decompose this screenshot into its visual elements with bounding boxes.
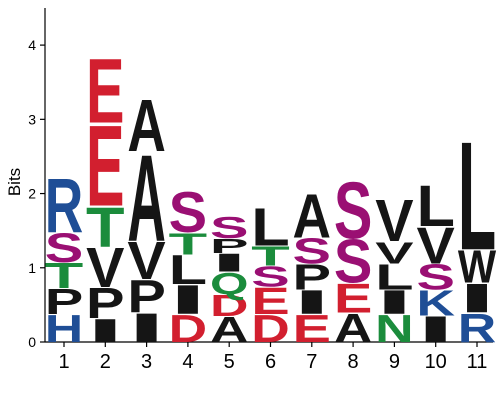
logo-letter-t: T [169, 226, 208, 261]
logo-letter-s: S [45, 225, 83, 271]
logo-letter-w: W [458, 242, 497, 293]
logo-letter-h: H [45, 307, 83, 351]
x-tick-label: 2 [100, 351, 111, 373]
x-tick-label: 6 [265, 351, 276, 373]
logo-letter-r: R [458, 306, 496, 352]
logo-letter-e: E [293, 307, 332, 351]
logo-letter-l: L [458, 110, 496, 283]
logo-letter-l: L [251, 198, 289, 258]
logo-letter-e: E [86, 41, 124, 143]
logo-letter-p: P [293, 257, 332, 297]
logo-letter-p: P [210, 235, 248, 258]
logo-letter-a: A [293, 183, 331, 252]
logo-letter-p: P [86, 279, 124, 327]
logo-letter-l: L [375, 257, 413, 297]
x-tick-label: 7 [306, 351, 317, 373]
x-tick-label: 4 [182, 351, 193, 373]
x-tick-label: 5 [224, 351, 235, 373]
x-tick-label: 10 [425, 351, 447, 373]
logo-letter-s: S [334, 166, 372, 256]
y-tick-label: 0 [28, 334, 36, 350]
logo-letter-s: S [251, 260, 289, 292]
logo-letter-v: V [375, 235, 414, 270]
x-tick-label: 9 [389, 351, 400, 373]
logo-letter-e: E [334, 275, 372, 321]
logo-letter-t: T [251, 241, 290, 272]
logo-letter-v: V [127, 231, 165, 291]
logo-letter-s: S [334, 227, 373, 296]
logo-letter-r: R [45, 163, 83, 249]
logo-letter-l: L [416, 173, 454, 239]
logo-letter-d: D [251, 307, 289, 351]
logo-letter-i: I [127, 304, 165, 350]
logo-letter-a: A [127, 130, 165, 268]
y-tick-label: 4 [28, 37, 36, 53]
logo-letter-i: I [293, 283, 331, 321]
logo-letter-p: P [45, 282, 84, 322]
logo-letter-a: A [127, 85, 166, 168]
logo-letter-s: S [416, 257, 455, 297]
logo-letter-i: I [375, 283, 413, 321]
logo-letter-k: K [416, 283, 455, 323]
y-tick-label: 1 [28, 260, 36, 276]
x-tick-label: 1 [58, 351, 69, 373]
logo-letter-i: I [210, 248, 248, 277]
logo-letter-s: S [169, 181, 207, 245]
x-tick-label: 11 [467, 351, 488, 373]
logo-letter-l: L [169, 248, 207, 294]
y-axis-label: Bits [5, 168, 24, 196]
logo-letter-e: E [251, 280, 289, 322]
logo-letter-i: I [416, 309, 454, 350]
logo-letter-d: D [169, 307, 207, 351]
y-tick-label: 3 [28, 111, 36, 127]
logo-letter-a: A [210, 310, 248, 350]
logo-letter-d: D [210, 289, 248, 323]
logo-letter-s: S [210, 210, 249, 245]
logo-letter-i: I [458, 275, 496, 321]
logo-letter-i: I [169, 276, 207, 322]
logo-letter-t: T [86, 195, 125, 258]
logo-letter-n: N [375, 307, 413, 351]
logo-letter-i: I [86, 313, 124, 350]
logo-letter-v: V [375, 188, 413, 254]
logo-letter-p: P [127, 272, 166, 323]
x-tick-label: 8 [348, 351, 359, 373]
y-tick-label: 2 [28, 186, 36, 202]
logo-letter-e: E [86, 102, 124, 231]
logo-letter-s: S [293, 231, 332, 271]
logo-letter-q: Q [210, 266, 248, 300]
logo-letter-a: A [334, 306, 372, 352]
logo-letter-t: T [45, 255, 83, 295]
x-tick-label: 3 [141, 351, 152, 373]
logo-letter-v: V [417, 217, 456, 275]
logo-letter-v: V [86, 236, 124, 300]
